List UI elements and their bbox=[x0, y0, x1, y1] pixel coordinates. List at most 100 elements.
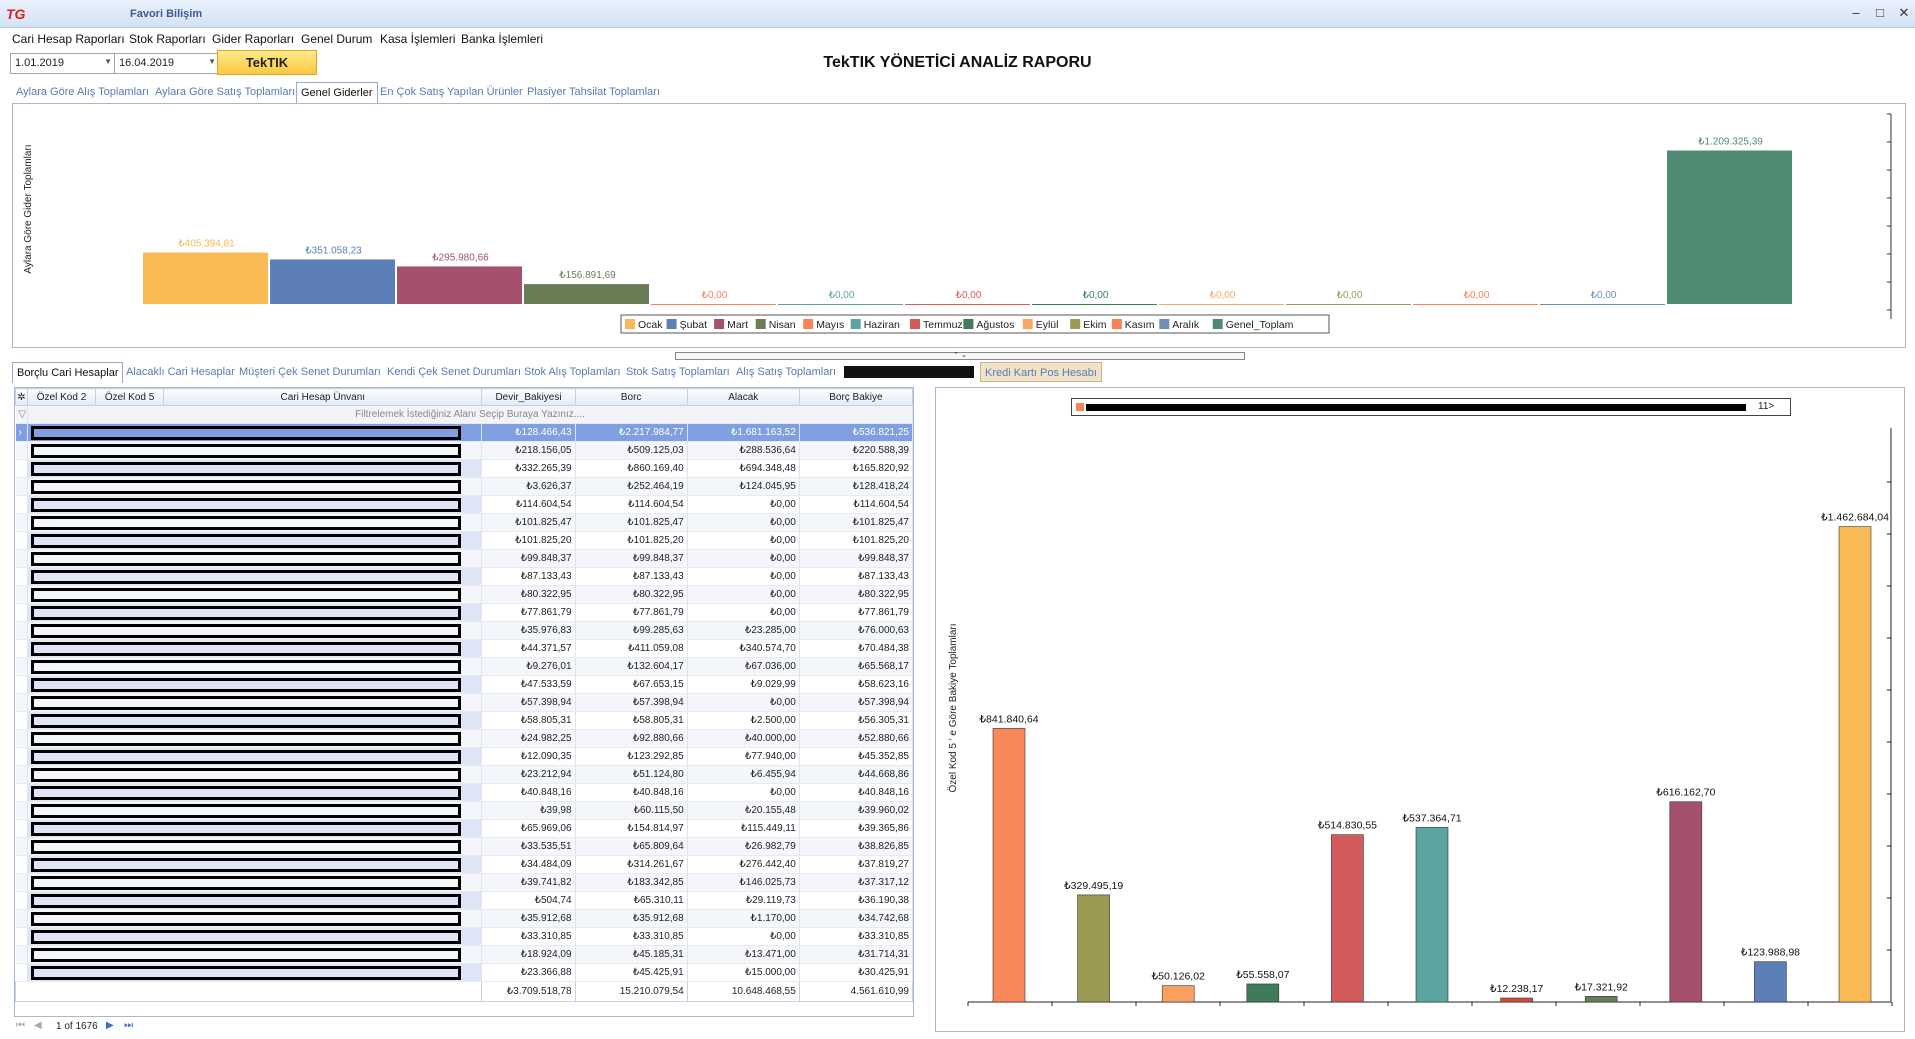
grid-cell[interactable]: ₺35.912,68 bbox=[481, 909, 576, 928]
last-page-icon[interactable]: ⏭ bbox=[124, 1020, 133, 1031]
tab-alis-toplamlari[interactable]: Aylara Göre Alış Toplamları bbox=[16, 86, 149, 98]
grid-cell[interactable]: ₺65.969,06 bbox=[481, 819, 576, 838]
tab-musteri-cek[interactable]: Müşteri Çek Senet Durumları bbox=[239, 366, 381, 378]
tab-en-cok-satis[interactable]: En Çok Satış Yapılan Ürünler bbox=[380, 86, 523, 98]
grid-cell[interactable]: ₺65.568,17 bbox=[799, 657, 914, 676]
grid-cell[interactable]: ₺39.741,82 bbox=[481, 873, 576, 892]
grid-cell[interactable]: ₺67.036,00 bbox=[687, 657, 800, 676]
column-header[interactable]: Özel Kod 5 bbox=[95, 388, 165, 406]
grid-cell[interactable]: ₺13.471,00 bbox=[687, 945, 800, 964]
legend-more[interactable]: 11> bbox=[1758, 401, 1775, 412]
grid-cell[interactable]: ₺99.848,37 bbox=[481, 549, 576, 568]
menu-kasa[interactable]: Kasa İşlemleri bbox=[380, 32, 456, 46]
table-row[interactable]: ₺58.805,31 ₺58.805,31 ₺2.500,00 ₺56.305,31 bbox=[15, 711, 914, 730]
table-row[interactable]: ₺23.366,88 ₺45.425,91 ₺15.000,00 ₺30.425,91 bbox=[15, 963, 914, 982]
grid-cell[interactable]: ₺36.190,38 bbox=[799, 891, 914, 910]
table-row[interactable]: ₺65.969,06 ₺154.814,97 ₺115.449,11 ₺39.365,… bbox=[15, 819, 914, 838]
grid-cell[interactable]: ₺101.825,20 bbox=[799, 531, 914, 550]
maximize-button[interactable]: □ bbox=[1876, 5, 1884, 20]
menu-cari-hesap[interactable]: Cari Hesap Raporları bbox=[12, 32, 125, 46]
tab-satis-toplamlari[interactable]: Aylara Göre Satış Toplamları bbox=[155, 86, 296, 98]
grid-cell[interactable]: ₺114.604,54 bbox=[575, 495, 688, 514]
table-row[interactable]: ₺35.912,68 ₺35.912,68 ₺1.170,00 ₺34.742,68 bbox=[15, 909, 914, 928]
grid-cell[interactable]: ₺92.880,66 bbox=[575, 729, 688, 748]
grid-cell[interactable]: ₺101.825,20 bbox=[575, 531, 688, 550]
table-row[interactable]: ₺18.924,09 ₺45.185,31 ₺13.471,00 ₺31.714,31 bbox=[15, 945, 914, 964]
grid-cell[interactable]: ₺101.825,20 bbox=[481, 531, 576, 550]
grid-cell[interactable]: ₺38.826,85 bbox=[799, 837, 914, 856]
grid-cell[interactable]: ₺288.536,64 bbox=[687, 441, 800, 460]
end-date-picker[interactable]: 16.04.2019 ▼ bbox=[114, 53, 220, 74]
column-header[interactable]: Cari Hesap Ünvanı bbox=[163, 388, 483, 406]
tab-borclu-cari[interactable]: Borçlu Cari Hesaplar bbox=[12, 362, 124, 383]
grid-cell[interactable]: ₺65.809,64 bbox=[575, 837, 688, 856]
table-row[interactable]: ₺87.133,43 ₺87.133,43 ₺0,00 ₺87.133,43 bbox=[15, 567, 914, 586]
table-row[interactable]: ₺33.535,51 ₺65.809,64 ₺26.982,79 ₺38.826,85 bbox=[15, 837, 914, 856]
grid-cell[interactable]: ₺20.155,48 bbox=[687, 801, 800, 820]
grid-cell[interactable]: ₺12.090,35 bbox=[481, 747, 576, 766]
grid-cell[interactable]: ₺0,00 bbox=[687, 549, 800, 568]
table-row[interactable]: ₺35.976,83 ₺99.285,63 ₺23.285,00 ₺76.000,63 bbox=[15, 621, 914, 640]
table-row[interactable]: ₺77.861,79 ₺77.861,79 ₺0,00 ₺77.861,79 bbox=[15, 603, 914, 622]
grid-cell[interactable]: ₺332.265,39 bbox=[481, 459, 576, 478]
grid-cell[interactable]: ₺2.500,00 bbox=[687, 711, 800, 730]
grid-cell[interactable]: ₺31.714,31 bbox=[799, 945, 914, 964]
grid-cell[interactable]: ₺58.623,16 bbox=[799, 675, 914, 694]
filter-input[interactable]: Filtrelemek İstediğiniz Alanı Seçip Bura… bbox=[27, 405, 913, 424]
grid-cell[interactable]: ₺51.124,80 bbox=[575, 765, 688, 784]
grid-cell[interactable]: ₺44.371,57 bbox=[481, 639, 576, 658]
grid-cell[interactable]: ₺47.533,59 bbox=[481, 675, 576, 694]
tab-stok-satis[interactable]: Stok Satış Toplamları bbox=[626, 366, 730, 378]
grid-cell[interactable]: ₺60.115,50 bbox=[575, 801, 688, 820]
grid-cell[interactable]: ₺0,00 bbox=[687, 531, 800, 550]
grid-cell[interactable]: ₺0,00 bbox=[687, 495, 800, 514]
table-row[interactable]: ₺39.741,82 ₺183.342,85 ₺146.025,73 ₺37.317,… bbox=[15, 873, 914, 892]
grid-cell[interactable]: ₺0,00 bbox=[687, 927, 800, 946]
tab-alacakli-cari[interactable]: Alacaklı Cari Hesaplar bbox=[126, 366, 235, 378]
grid-cell[interactable]: ₺77.861,79 bbox=[799, 603, 914, 622]
grid-cell[interactable]: ₺33.535,51 bbox=[481, 837, 576, 856]
tab-stok-alis[interactable]: Stok Alış Toplamları bbox=[524, 366, 621, 378]
grid-cell[interactable]: ₺115.449,11 bbox=[687, 819, 800, 838]
grid-cell[interactable]: ₺114.604,54 bbox=[481, 495, 576, 514]
table-row[interactable]: ₺218.156,05 ₺509.125,03 ₺288.536,64 ₺220.58… bbox=[15, 441, 914, 460]
column-header[interactable]: Borç Bakiye bbox=[798, 388, 914, 406]
grid-cell[interactable]: ₺67.653,15 bbox=[575, 675, 688, 694]
close-button[interactable]: ✕ bbox=[1898, 5, 1910, 20]
grid-cell[interactable]: ₺45.185,31 bbox=[575, 945, 688, 964]
grid-cell[interactable]: ₺34.742,68 bbox=[799, 909, 914, 928]
grid-cell[interactable]: ₺26.982,79 bbox=[687, 837, 800, 856]
table-row[interactable]: ₺504,74 ₺65.310,11 ₺29.119,73 ₺36.190,38 bbox=[15, 891, 914, 910]
table-row[interactable]: ₺101.825,47 ₺101.825,47 ₺0,00 ₺101.825,47 bbox=[15, 513, 914, 532]
grid-cell[interactable]: ₺23.212,94 bbox=[481, 765, 576, 784]
grid-cell[interactable]: ₺40.848,16 bbox=[799, 783, 914, 802]
grid-cell[interactable]: ₺80.322,95 bbox=[481, 585, 576, 604]
grid-cell[interactable]: ₺165.820,92 bbox=[799, 459, 914, 478]
grid-cell[interactable]: ₺0,00 bbox=[687, 693, 800, 712]
grid-cell[interactable]: ₺128.466,43 bbox=[481, 423, 576, 442]
grid-cell[interactable]: ₺536.821,25 bbox=[799, 423, 914, 442]
grid-cell[interactable]: ₺6.455,94 bbox=[687, 765, 800, 784]
tab-genel-giderler[interactable]: Genel Giderler bbox=[296, 82, 378, 103]
minimize-button[interactable]: – bbox=[1852, 5, 1860, 20]
table-row[interactable]: ₺12.090,35 ₺123.292,85 ₺77.940,00 ₺45.352,8… bbox=[15, 747, 914, 766]
grid-cell[interactable]: ₺58.805,31 bbox=[575, 711, 688, 730]
grid-cell[interactable]: ₺80.322,95 bbox=[799, 585, 914, 604]
grid-cell[interactable]: ₺340.574,70 bbox=[687, 639, 800, 658]
grid-cell[interactable]: ₺35.976,83 bbox=[481, 621, 576, 640]
grid-cell[interactable]: ₺101.825,47 bbox=[481, 513, 576, 532]
grid-cell[interactable]: ₺411.059,08 bbox=[575, 639, 688, 658]
grid-cell[interactable]: ₺70.484,38 bbox=[799, 639, 914, 658]
table-row[interactable]: ₺332.265,39 ₺860.169,40 ₺694.348,48 ₺165.82… bbox=[15, 459, 914, 478]
grid-cell[interactable]: ₺183.342,85 bbox=[575, 873, 688, 892]
table-row[interactable]: ₺39,98 ₺60.115,50 ₺20.155,48 ₺39.960,02 bbox=[15, 801, 914, 820]
column-header[interactable]: Borc bbox=[574, 388, 688, 406]
first-page-icon[interactable]: ⏮ bbox=[16, 1020, 25, 1031]
grid-cell[interactable]: ₺132.604,17 bbox=[575, 657, 688, 676]
table-row[interactable]: ₺47.533,59 ₺67.653,15 ₺9.029,99 ₺58.623,16 bbox=[15, 675, 914, 694]
grid-cell[interactable]: ₺39.960,02 bbox=[799, 801, 914, 820]
grid-cell[interactable]: ₺37.317,12 bbox=[799, 873, 914, 892]
grid-cell[interactable]: ₺1.170,00 bbox=[687, 909, 800, 928]
grid-cell[interactable]: ₺123.292,85 bbox=[575, 747, 688, 766]
grid-cell[interactable]: ₺23.285,00 bbox=[687, 621, 800, 640]
